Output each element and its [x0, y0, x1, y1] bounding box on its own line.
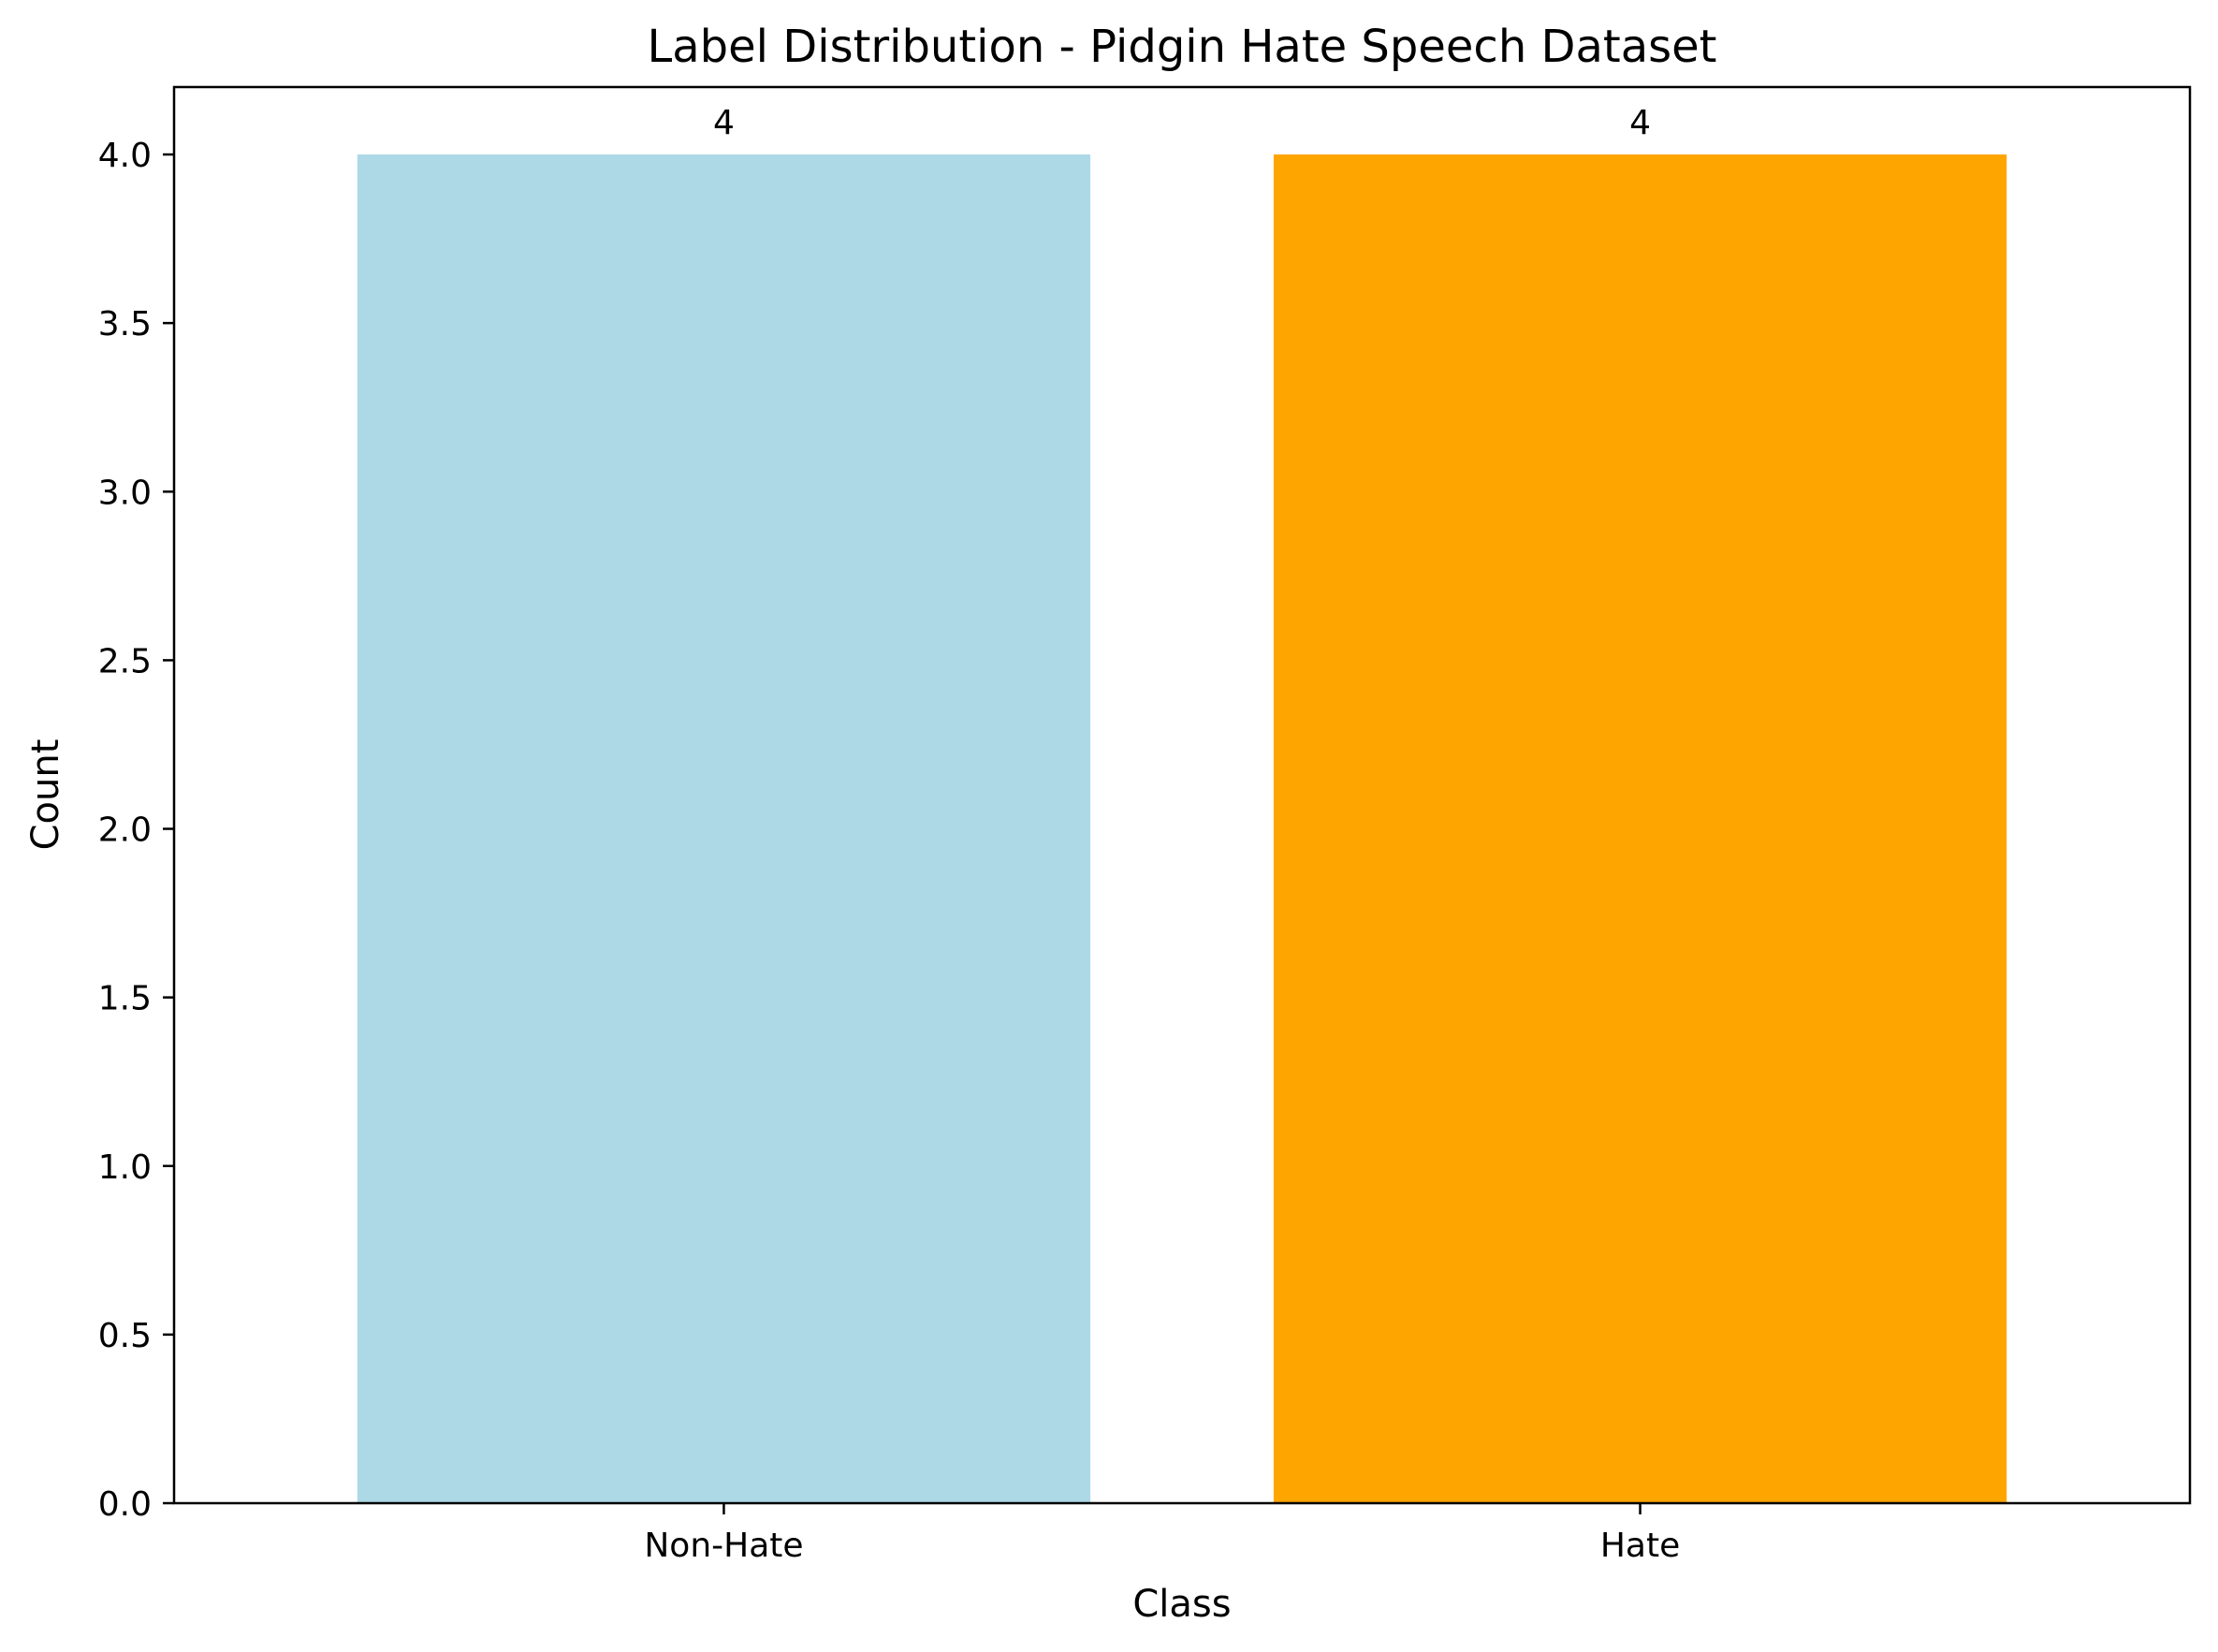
bar-hate [1273, 154, 2007, 1504]
y-tick-label: 0.0 [98, 1485, 152, 1524]
y-tick-label: 1.0 [98, 1148, 152, 1187]
y-tick-label: 2.5 [98, 642, 152, 680]
y-tick-label: 1.5 [98, 980, 152, 1018]
data-label-hate: 4 [1629, 104, 1651, 142]
y-tick-label: 3.0 [98, 474, 152, 512]
chart-title: Label Distribution - Pidgin Hate Speech … [648, 21, 1717, 73]
y-axis-ticks: 0.0 0.5 1.0 1.5 2.0 2.5 3.0 3.5 4.0 [98, 137, 174, 1524]
x-tick-label-hate: Hate [1600, 1527, 1680, 1565]
bar-non-hate [357, 154, 1091, 1504]
x-tick-label-non-hate: Non-Hate [644, 1527, 803, 1565]
y-tick-label: 2.0 [98, 811, 152, 850]
data-label-non-hate: 4 [713, 104, 735, 142]
bars-group [357, 154, 2007, 1504]
plot-frame [172, 85, 2192, 1505]
x-axis-ticks: Non-Hate Hate [644, 1503, 1680, 1565]
x-axis-label: Class [1132, 1583, 1231, 1626]
y-tick-label: 0.5 [98, 1317, 152, 1355]
y-tick-label: 4.0 [98, 137, 152, 175]
y-tick-label: 3.5 [98, 305, 152, 344]
y-axis-label: Count [24, 739, 67, 851]
